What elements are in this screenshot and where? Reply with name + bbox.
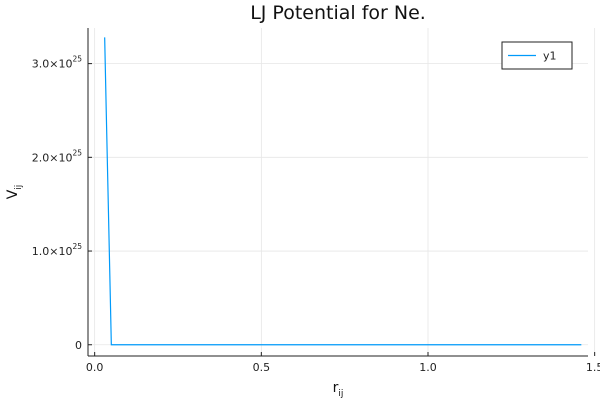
legend: y1	[501, 41, 573, 70]
y-tick-label: 3.0×1025	[32, 55, 82, 71]
y-tick-label: 1.0×1025	[32, 242, 82, 258]
y-tick-exponent: 25	[72, 148, 82, 157]
x-tick-label: 0.5	[253, 361, 271, 374]
series-line-y1	[104, 37, 582, 346]
x-tick-label: 1.0	[419, 361, 437, 374]
y-tick-mantissa: 0	[75, 339, 82, 352]
y-axis-label: Vij	[5, 185, 24, 200]
grid	[88, 28, 596, 356]
y-axis-label-base: V	[5, 189, 21, 199]
y-tick-exponent: 25	[72, 242, 82, 251]
legend-label-y1: y1	[543, 50, 557, 63]
y-axis-label-subscript: ij	[14, 185, 24, 190]
y-tick-mantissa: 2.0×10	[32, 151, 73, 164]
y-tick-mantissa: 3.0×10	[32, 58, 73, 71]
y-tick-label: 2.0×1025	[32, 148, 82, 164]
x-axis-label-subscript: ij	[338, 389, 343, 399]
x-tick-label: 0.0	[86, 361, 104, 374]
x-axis-label-base: r	[333, 380, 339, 396]
axes	[87, 28, 588, 357]
x-tick-label: 1.5	[586, 361, 600, 374]
series-layer	[104, 37, 582, 346]
x-axis-label: rij	[333, 380, 344, 399]
y-tick-mantissa: 1.0×10	[32, 245, 73, 258]
y-tick-label: 0	[75, 339, 82, 352]
y-tick-exponent: 25	[72, 55, 82, 64]
chart-title: LJ Potential for Ne.	[250, 2, 426, 24]
